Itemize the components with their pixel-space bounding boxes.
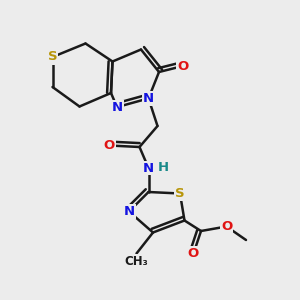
Text: O: O xyxy=(221,220,232,233)
Text: N: N xyxy=(143,92,154,105)
Text: N: N xyxy=(123,205,135,218)
Text: S: S xyxy=(175,187,185,200)
Text: S: S xyxy=(48,50,57,64)
Text: H: H xyxy=(157,160,169,174)
Text: O: O xyxy=(177,59,189,73)
Text: O: O xyxy=(188,247,199,260)
Text: O: O xyxy=(104,139,115,152)
Text: N: N xyxy=(142,161,154,175)
Text: N: N xyxy=(111,100,123,114)
Text: CH₃: CH₃ xyxy=(124,255,148,268)
